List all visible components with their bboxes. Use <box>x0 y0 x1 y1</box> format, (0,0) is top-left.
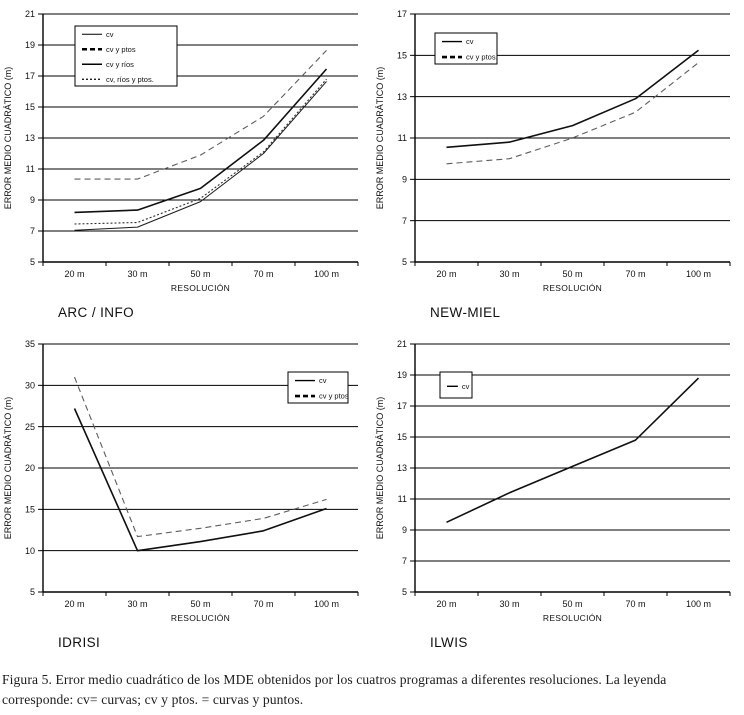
y-tick-label: 11 <box>398 494 407 504</box>
y-axis-title: ERROR MEDIO CUADRÁTICO (m) <box>375 67 385 210</box>
y-tick-label: 11 <box>398 133 407 143</box>
legend-label: cv, ríos y ptos. <box>106 75 154 84</box>
x-tick-label: 20 m <box>64 269 84 279</box>
y-tick-label: 30 <box>25 381 35 391</box>
y-tick-label: 15 <box>25 505 35 515</box>
legend-label: cv y ptos <box>106 45 136 54</box>
y-tick-label: 21 <box>25 9 35 19</box>
y-tick-label: 5 <box>30 257 35 267</box>
series-line-cv <box>446 377 700 524</box>
legend-box <box>74 25 178 87</box>
x-tick-label: 30 m <box>127 599 147 609</box>
series-line-cv-y-ptos- <box>446 62 699 165</box>
x-axis-title: RESOLUCIÓN <box>171 283 230 293</box>
chart-cell-new-miel: 5 7 9 11 13 15 17 20 m 30 m 50 m 70 m 100 m RESOLUCI… <box>372 0 744 330</box>
legend-label: cv <box>319 376 327 385</box>
x-tick-label: 70 m <box>253 599 273 609</box>
x-axis-title: RESOLUCIÓN <box>543 283 602 293</box>
y-axis-title: ERROR MEDIO CUADRÁTICO (m) <box>3 67 13 210</box>
y-axis-title: ERROR MEDIO CUADRÁTICO (m) <box>3 397 13 540</box>
legend-box <box>434 32 498 65</box>
x-tick-label: 70 m <box>625 599 645 609</box>
y-tick-label: 15 <box>397 51 407 61</box>
x-tick-label: 100 m <box>686 269 711 279</box>
charts-grid: 5 7 9 11 13 15 17 19 21 20 m 30 m 50 m 70 m 100 m RESO… <box>0 0 744 660</box>
idrisi-chart: 5 10 15 20 25 30 35 20 m 30 m 50 m 70 m 100 m RESOLU… <box>3 339 359 650</box>
legend-label: cv y ptos <box>319 392 349 401</box>
y-tick-label: 21 <box>397 339 407 349</box>
y-tick-label: 15 <box>397 432 407 442</box>
y-tick-label: 7 <box>402 556 407 566</box>
chart-cell-idrisi: 5 10 15 20 25 30 35 20 m 30 m 50 m 70 m 100 m RESOLU… <box>0 330 372 660</box>
x-tick-label: 50 m <box>562 269 582 279</box>
series-line-cv <box>446 49 699 149</box>
chart-cell-ilwis: 5 7 9 11 13 15 17 19 21 20 m 30 m 50 m 70 m 100 m RESO… <box>372 330 744 660</box>
y-tick-label: 17 <box>25 71 35 81</box>
x-axis-title: RESOLUCIÓN <box>171 613 230 623</box>
legend-label: cv <box>462 382 470 391</box>
y-tick-label: 11 <box>26 164 35 174</box>
x-tick-label: 100 m <box>314 269 339 279</box>
series-line-cv <box>73 408 327 552</box>
legend-label: cv <box>106 30 114 39</box>
x-tick-label: 100 m <box>314 599 339 609</box>
series-line-cv-y-r-os <box>74 68 328 214</box>
y-tick-label: 13 <box>397 463 407 473</box>
chart-title: IDRISI <box>58 635 100 650</box>
ilwis-chart: 5 7 9 11 13 15 17 19 21 20 m 30 m 50 m 70 m 100 m RESO… <box>375 339 731 650</box>
x-tick-label: 30 m <box>499 269 519 279</box>
y-tick-label: 7 <box>30 226 35 236</box>
chart-title: ILWIS <box>430 635 468 650</box>
x-tick-label: 50 m <box>190 269 210 279</box>
y-tick-label: 10 <box>25 546 35 556</box>
x-tick-label: 100 m <box>686 599 711 609</box>
figure-caption: Figura 5. Error medio cuadrático de los … <box>2 672 667 707</box>
legend-box <box>439 371 473 399</box>
y-axis-title: ERROR MEDIO CUADRÁTICO (m) <box>375 397 385 540</box>
y-tick-label: 19 <box>397 370 407 380</box>
legend-label: cv y ptos. <box>466 53 498 62</box>
y-tick-label: 17 <box>397 401 407 411</box>
y-tick-label: 19 <box>25 40 35 50</box>
x-tick-label: 20 m <box>436 599 456 609</box>
x-tick-label: 20 m <box>64 599 84 609</box>
y-tick-label: 20 <box>25 463 35 473</box>
chart-cell-arc-info: 5 7 9 11 13 15 17 19 21 20 m 30 m 50 m 70 m 100 m RESO… <box>0 0 372 330</box>
legend-box <box>287 371 349 404</box>
new-miel-chart: 5 7 9 11 13 15 17 20 m 30 m 50 m 70 m 100 m RESOLUCI… <box>375 9 731 320</box>
series-line-cv-y-ptos <box>73 376 327 538</box>
y-tick-label: 13 <box>397 92 407 102</box>
series-line-cv-y-ptos <box>74 50 327 180</box>
y-tick-label: 35 <box>25 339 35 349</box>
x-tick-label: 50 m <box>562 599 582 609</box>
y-tick-label: 5 <box>30 587 35 597</box>
y-tick-label: 9 <box>402 525 407 535</box>
chart-title: ARC / INFO <box>58 305 134 320</box>
x-tick-label: 70 m <box>625 269 645 279</box>
y-tick-label: 15 <box>25 102 35 112</box>
x-tick-label: 50 m <box>190 599 210 609</box>
x-tick-label: 20 m <box>436 269 456 279</box>
y-tick-label: 13 <box>25 133 35 143</box>
x-axis-title: RESOLUCIÓN <box>543 613 602 623</box>
y-tick-label: 5 <box>402 257 407 267</box>
y-tick-label: 17 <box>397 9 407 19</box>
x-tick-label: 30 m <box>499 599 519 609</box>
legend-label: cv <box>466 37 474 46</box>
arc-info-chart: 5 7 9 11 13 15 17 19 21 20 m 30 m 50 m 70 m 100 m RESO… <box>3 9 359 320</box>
chart-title: NEW-MIEL <box>430 305 501 320</box>
series-line-cv-r-os-y-ptos- <box>74 78 327 225</box>
y-tick-label: 5 <box>402 587 407 597</box>
legend-label: cv y ríos <box>106 60 134 69</box>
y-tick-label: 7 <box>402 216 407 226</box>
series-line-cv <box>74 81 327 231</box>
x-tick-label: 70 m <box>253 269 273 279</box>
x-tick-label: 30 m <box>127 269 147 279</box>
y-tick-label: 25 <box>25 422 35 432</box>
y-tick-label: 9 <box>402 175 407 185</box>
y-tick-label: 9 <box>30 195 35 205</box>
